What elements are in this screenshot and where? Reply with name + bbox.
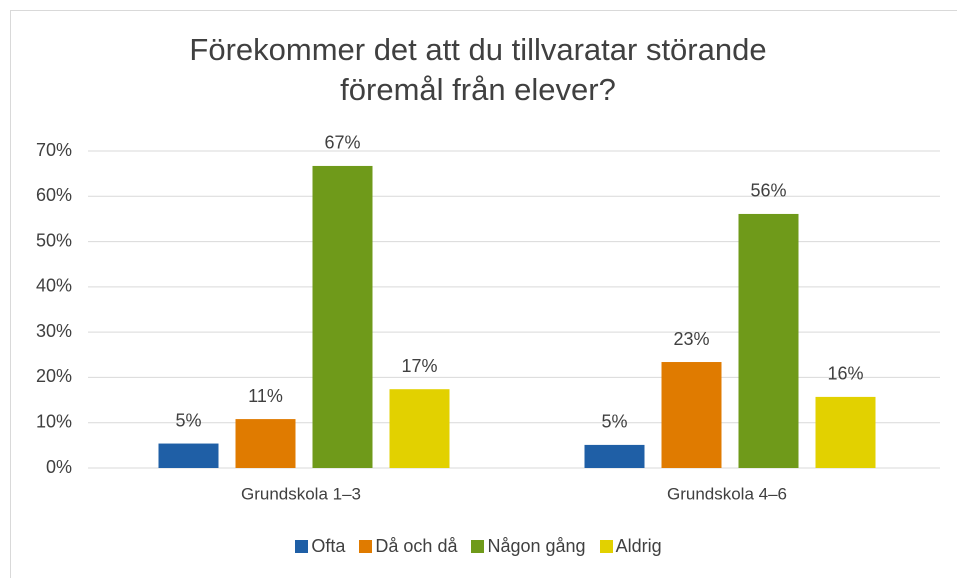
data-label: 23%	[673, 329, 709, 349]
legend-swatch	[295, 540, 309, 553]
data-label: 16%	[827, 364, 863, 384]
legend-swatch	[599, 540, 613, 553]
bar	[738, 213, 799, 468]
legend-label: Då och då	[375, 536, 458, 556]
y-tick-label: 20%	[36, 366, 72, 386]
bar	[312, 165, 373, 469]
legend-label: Ofta	[311, 536, 346, 556]
x-tick-label: Grundskola 4–6	[667, 484, 787, 503]
y-tick-label: 70%	[36, 140, 72, 160]
y-tick-label: 30%	[36, 321, 72, 341]
legend-swatch	[471, 540, 485, 553]
bar	[815, 396, 876, 468]
data-label: 11%	[248, 386, 283, 406]
y-tick-label: 10%	[36, 411, 72, 431]
bar	[661, 362, 722, 468]
chart-title: Förekommer det att du tillvaratar störan…	[189, 32, 767, 107]
y-tick-label: 0%	[46, 457, 72, 477]
bar	[584, 444, 645, 468]
bar	[235, 419, 296, 468]
y-tick-label: 40%	[36, 276, 72, 296]
legend-item: Någon gång	[471, 536, 586, 557]
data-label: 5%	[175, 410, 201, 430]
legend-swatch	[359, 540, 373, 553]
data-label: 67%	[324, 133, 360, 153]
chart-border	[10, 10, 957, 578]
data-label: 17%	[401, 356, 437, 376]
x-tick-label: Grundskola 1–3	[241, 484, 361, 503]
legend-label: Någon gång	[487, 536, 586, 556]
data-label: 5%	[601, 412, 627, 432]
legend-item: Då och då	[359, 536, 457, 557]
bar	[389, 389, 450, 468]
data-label: 56%	[750, 181, 786, 201]
y-tick-label: 50%	[36, 230, 72, 250]
legend-label: Aldrig	[615, 536, 662, 556]
legend: Ofta Då och då Någon gång Aldrig	[0, 536, 957, 557]
legend-item: Aldrig	[599, 536, 662, 557]
bar	[158, 443, 219, 468]
y-tick-label: 60%	[36, 185, 72, 205]
legend-item: Ofta	[295, 536, 345, 557]
